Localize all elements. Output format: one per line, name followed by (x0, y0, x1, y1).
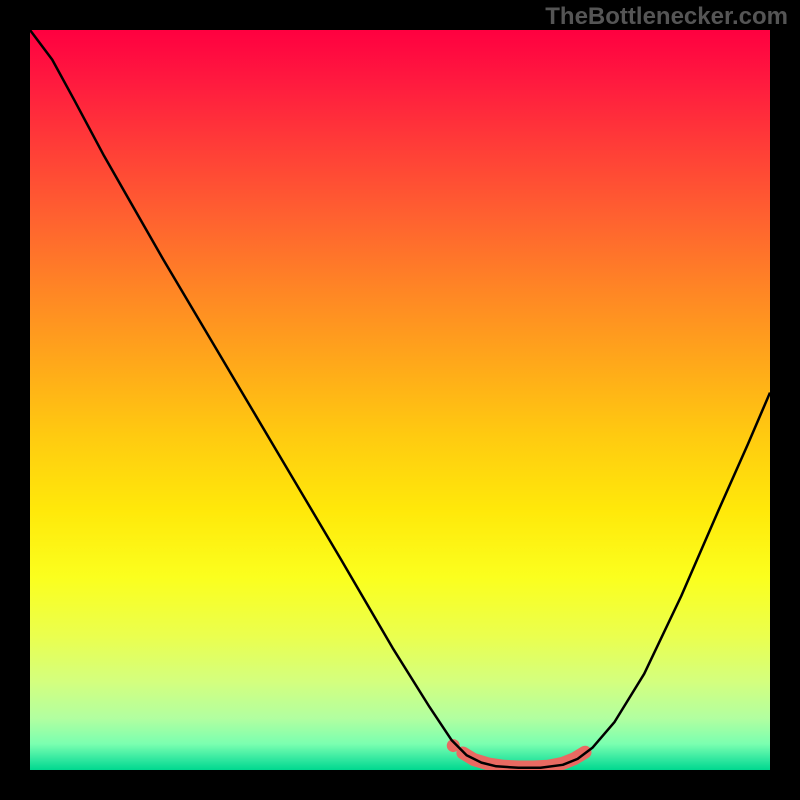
bottleneck-chart: TheBottlenecker.com (0, 0, 800, 800)
watermark-text: TheBottlenecker.com (545, 3, 788, 30)
plot-area (15, 15, 785, 785)
